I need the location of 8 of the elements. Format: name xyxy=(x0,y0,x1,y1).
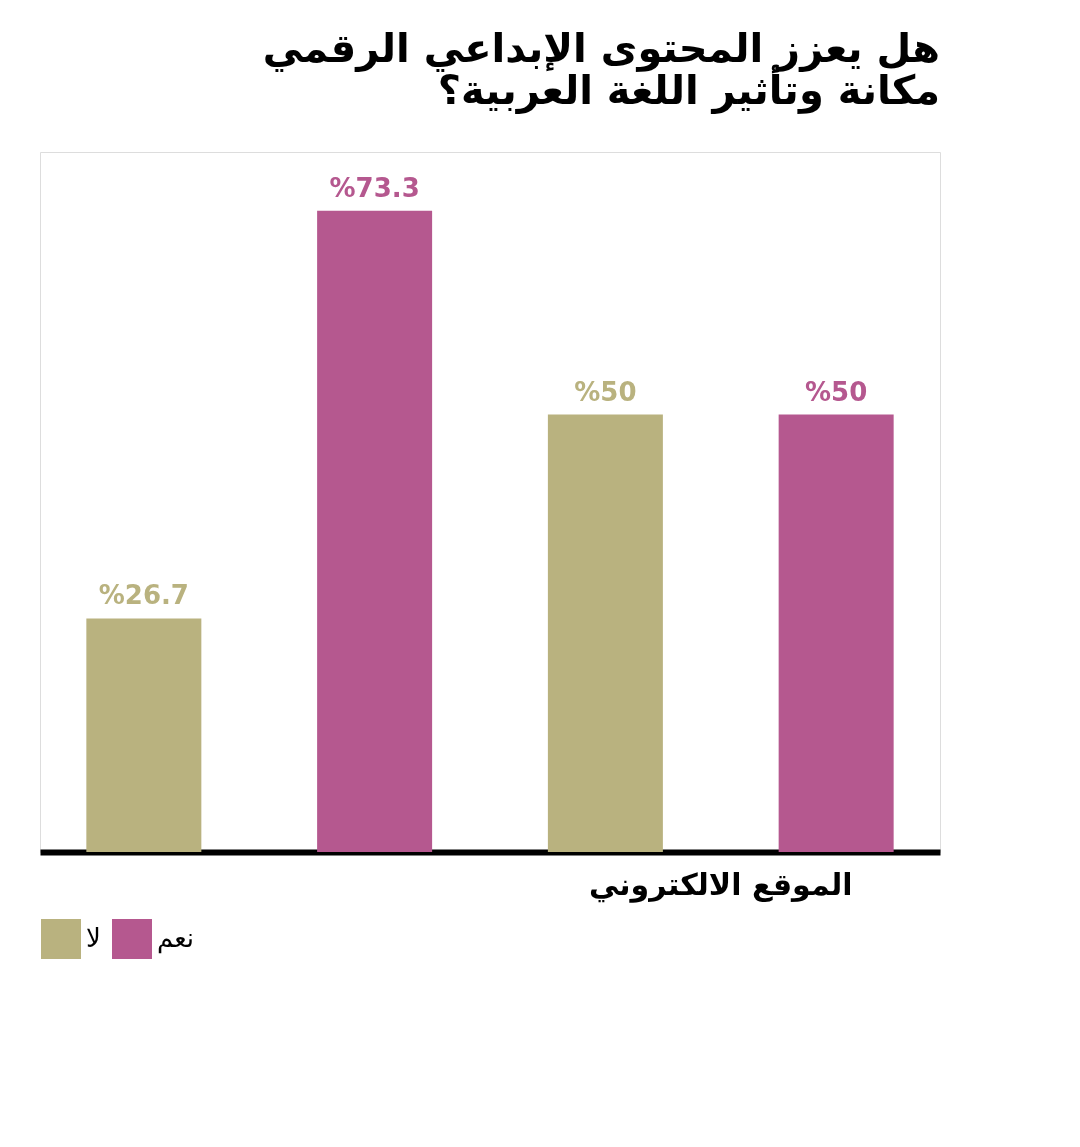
data-label: %50 xyxy=(805,376,868,407)
data-label: %26.7 xyxy=(98,580,189,611)
data-label: %50 xyxy=(574,376,637,407)
legend-label: نعم xyxy=(157,923,195,954)
chart-title: هل يعزز المحتوى الإبداعي الرقمي مكانة وتأثير اللغة العربية؟ xyxy=(262,25,940,114)
data-label: %73.3 xyxy=(329,172,420,203)
x-tick-label: الموقع الالكتروني xyxy=(588,866,853,903)
legend-label: لا xyxy=(86,923,101,953)
